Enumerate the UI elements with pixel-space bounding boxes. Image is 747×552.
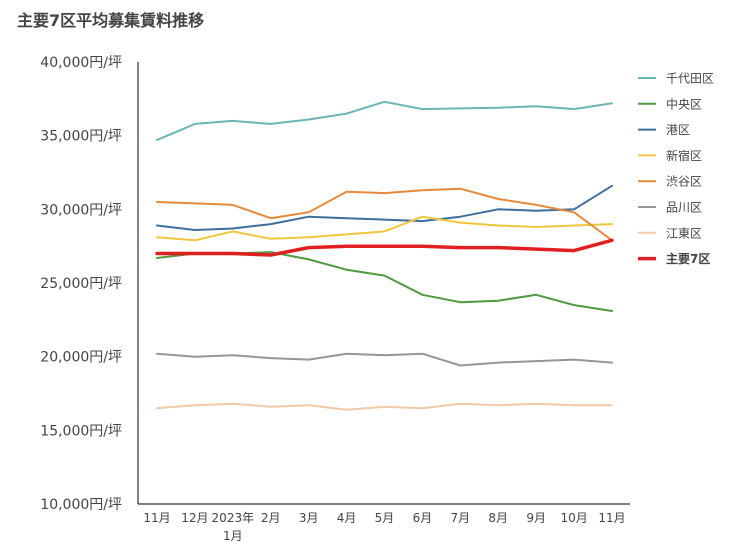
legend-label: 渋谷区 [666,175,702,189]
legend-label: 新宿区 [666,148,702,163]
legend-label: 江東区 [666,226,702,240]
x-tick-label: 3月 [299,511,319,525]
series-line [156,251,613,312]
series-lines [155,100,614,411]
x-tick-label: 9月 [526,511,546,525]
series-line [156,215,613,242]
x-tick-label: 12月 [181,511,208,525]
x-axis: 11月 12月 2023年 1月 2月 3月 4月 5月 6月 7月 8月 9月 10月 11月 [138,503,630,543]
y-tick-label: 15,000円/坪 [40,423,122,439]
legend-label: 中央区 [666,96,702,111]
y-tick-label: 25,000円/坪 [40,276,122,292]
series-line [156,184,613,231]
x-tick-label: 11月 [598,511,625,525]
x-tick-label: 8月 [488,511,508,525]
legend-label: 主要7区 [666,251,710,266]
series-line [156,352,613,367]
x-tick-label: 10月 [560,511,587,525]
legend-label: 品川区 [666,201,702,215]
y-tick-label: 30,000円/坪 [40,202,122,218]
series-line [155,238,614,257]
x-tick-label: 11月 [143,511,170,525]
x-tick-label: 4月 [337,511,357,525]
x-tick-label: 7月 [451,511,471,525]
x-tick-label: 6月 [413,511,433,525]
x-tick-label: 2023年 1月 [212,511,255,543]
legend-label: 千代田区 [666,72,714,86]
legend-label: 港区 [666,123,690,137]
y-tick-label: 10,000円/坪 [40,497,122,513]
y-tick-label: 20,000円/坪 [40,350,122,366]
x-tick-label: 5月 [375,511,395,525]
series-line [156,402,613,411]
chart-title: 主要7区平均募集賃料推移 [17,11,205,30]
y-tick-label: 40,000円/坪 [40,55,122,71]
y-axis: 10,000円/坪 15,000円/坪 20,000円/坪 25,000円/坪 30,0… [40,55,139,513]
series-line [156,187,613,242]
x-tick-label: 2月 [261,511,281,525]
series-line [156,100,613,142]
y-tick-label: 35,000円/坪 [40,129,122,145]
